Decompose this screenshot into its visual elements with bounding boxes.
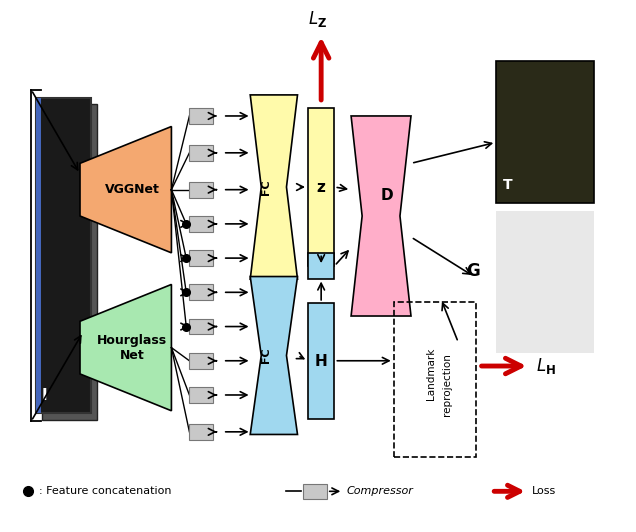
Bar [36,97,91,413]
FancyBboxPatch shape [190,285,213,300]
Text: Landmark: Landmark [427,348,436,400]
Text: Hourglass
Net: Hourglass Net [97,334,167,362]
Polygon shape [250,95,298,279]
Polygon shape [80,285,172,411]
FancyBboxPatch shape [308,303,335,419]
Text: FC: FC [261,179,272,195]
Text: Compressor: Compressor [347,486,413,496]
FancyBboxPatch shape [190,387,213,403]
Text: $L_\mathbf{H}$: $L_\mathbf{H}$ [536,356,555,376]
Text: : Feature concatenation: : Feature concatenation [39,486,172,496]
FancyBboxPatch shape [190,250,213,266]
Text: FC: FC [261,348,272,363]
FancyBboxPatch shape [190,145,213,161]
Text: $\mathbf{G}$: $\mathbf{G}$ [466,262,480,280]
FancyBboxPatch shape [190,424,213,440]
FancyBboxPatch shape [308,253,335,279]
FancyBboxPatch shape [190,319,213,335]
FancyBboxPatch shape [190,216,213,232]
Text: $\mathbf{T}$: $\mathbf{T}$ [502,178,514,192]
Text: VGGNet: VGGNet [104,183,160,196]
Text: reprojection: reprojection [442,353,452,416]
Polygon shape [250,277,298,435]
Text: $\mathbf{D}$: $\mathbf{D}$ [380,187,394,203]
FancyBboxPatch shape [308,108,335,266]
Polygon shape [351,116,411,316]
Text: $\mathbf{I}$: $\mathbf{I}$ [41,387,48,403]
Polygon shape [80,127,172,253]
Text: $\mathbf{H}$: $\mathbf{H}$ [314,353,328,369]
FancyBboxPatch shape [190,108,213,124]
FancyBboxPatch shape [190,353,213,369]
Bar [496,211,594,353]
FancyBboxPatch shape [303,484,327,498]
Text: $L_\mathbf{Z}$: $L_\mathbf{Z}$ [308,9,328,29]
FancyBboxPatch shape [190,182,213,197]
Bar [496,61,594,203]
Text: Loss: Loss [532,486,556,496]
Bar [42,104,97,420]
Text: $\mathbf{z}$: $\mathbf{z}$ [316,179,326,195]
Bar [36,97,41,413]
